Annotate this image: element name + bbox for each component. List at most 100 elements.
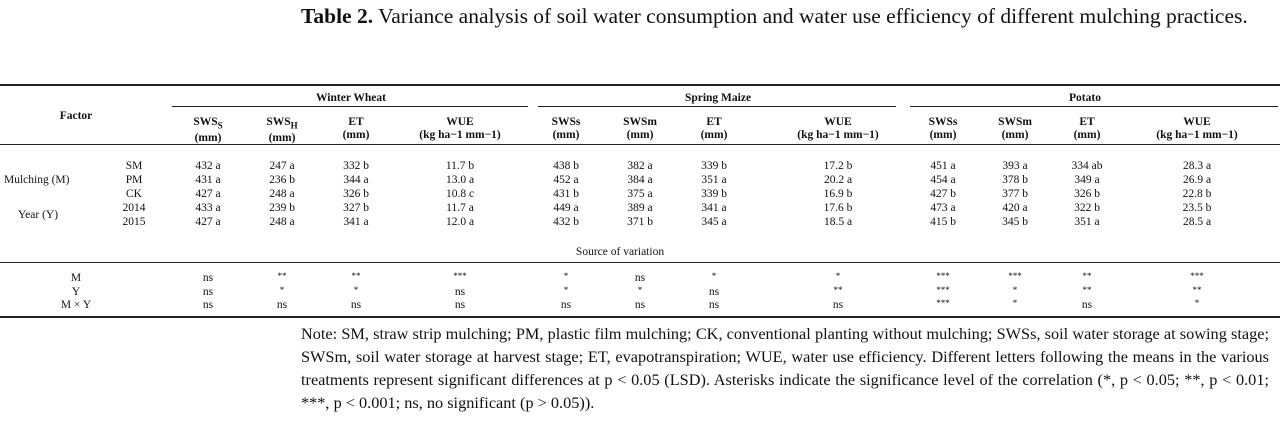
- column-header: WUE (kg ha−1 mm−1): [797, 116, 878, 142]
- significance-cell: **: [277, 271, 287, 281]
- significance-cell: *: [1194, 298, 1200, 308]
- table-cell: 28.5 a: [1182, 216, 1212, 228]
- significance-cell: ns: [634, 272, 646, 284]
- table-top-rule: [0, 84, 1280, 86]
- column-subscript: S: [217, 120, 223, 131]
- table-caption: Table 2. Variance analysis of soil water…: [301, 2, 1269, 31]
- table-cell: 11.7 b: [445, 160, 475, 172]
- group-header: Spring Maize: [684, 92, 752, 104]
- significance-cell: ***: [453, 271, 467, 281]
- table-cell: 431 a: [195, 174, 221, 186]
- table-cell: 239 b: [269, 202, 295, 214]
- column-unit: (mm): [268, 132, 296, 145]
- table-cell: 248 a: [269, 216, 295, 228]
- factor-label-year: Year (Y): [18, 209, 59, 221]
- table-cell: 13.0 a: [445, 174, 475, 186]
- table-cell: 382 a: [627, 160, 653, 172]
- source-top-rule: [0, 262, 1280, 263]
- column-header: SWSs (mm): [929, 116, 958, 142]
- table-cell: 427 a: [195, 216, 221, 228]
- table-cell: 427 a: [195, 188, 221, 200]
- table-cell: 345 a: [701, 216, 727, 228]
- table-cell: 349 a: [1074, 174, 1100, 186]
- significance-cell: ns: [708, 299, 720, 311]
- significance-cell: ns: [832, 299, 844, 311]
- column-name: ET: [1079, 116, 1095, 128]
- table-cell: 18.5 a: [823, 216, 853, 228]
- table-cell: 393 a: [1002, 160, 1028, 172]
- table-cell: 248 a: [269, 188, 295, 200]
- table-cell: 12.0 a: [445, 216, 475, 228]
- column-unit: (kg ha−1 mm−1): [419, 129, 501, 141]
- table-cell: 341 a: [343, 216, 369, 228]
- factor-header: Factor: [59, 110, 93, 122]
- column-unit: (mm): [552, 129, 580, 141]
- table-cell: 247 a: [269, 160, 295, 172]
- table-cell: 420 a: [1002, 202, 1028, 214]
- table-cell: 473 a: [930, 202, 956, 214]
- significance-cell: ns: [708, 286, 720, 298]
- table-cell: 375 a: [627, 188, 653, 200]
- column-name: WUE: [824, 116, 852, 128]
- significance-cell: *: [279, 285, 285, 295]
- column-unit: (mm): [626, 129, 654, 141]
- significance-cell: *: [711, 271, 717, 281]
- column-name: SWSm: [998, 116, 1032, 128]
- column-name: ET: [348, 116, 364, 128]
- significance-cell: ns: [202, 286, 214, 298]
- table-cell: 16.9 b: [823, 188, 853, 200]
- table-cell: 377 b: [1002, 188, 1028, 200]
- significance-cell: *: [1012, 285, 1018, 295]
- column-name: WUE: [446, 116, 474, 128]
- column-header: ET (mm): [1074, 116, 1101, 142]
- table-cell: 449 a: [553, 202, 579, 214]
- group-underline: [910, 106, 1278, 107]
- table-cell: 332 b: [343, 160, 369, 172]
- table-cell: 427 b: [930, 188, 956, 200]
- significance-cell: ns: [454, 286, 466, 298]
- table-cell: 351 a: [1074, 216, 1100, 228]
- column-name: SWSs: [551, 116, 581, 128]
- column-name: SWSs: [928, 116, 958, 128]
- level-label: CK: [126, 188, 142, 200]
- column-unit: (mm): [929, 129, 957, 141]
- level-label: 2015: [122, 216, 146, 228]
- table-cell: 432 b: [553, 216, 579, 228]
- column-unit: (mm): [342, 129, 370, 141]
- column-name: SWS: [266, 116, 291, 128]
- table-bottom-rule: [0, 316, 1280, 318]
- table-cell: 20.2 a: [823, 174, 853, 186]
- table-cell: 389 a: [627, 202, 653, 214]
- significance-cell: ***: [936, 285, 950, 295]
- significance-cell: *: [637, 285, 643, 295]
- table-cell: 322 b: [1074, 202, 1100, 214]
- significance-cell: *: [563, 285, 569, 295]
- table-cell: 451 a: [930, 160, 956, 172]
- significance-cell: *: [353, 285, 359, 295]
- table-cell: 452 a: [553, 174, 579, 186]
- significance-cell: **: [1082, 271, 1092, 281]
- table-cell: 11.7 a: [446, 202, 474, 214]
- source-label: M: [70, 272, 82, 284]
- column-header: WUE (kg ha−1 mm−1): [419, 116, 500, 142]
- group-underline: [538, 106, 896, 107]
- significance-cell: ns: [454, 299, 466, 311]
- significance-cell: ***: [1008, 271, 1022, 281]
- level-label: PM: [125, 174, 143, 186]
- caption-label: Table 2.: [301, 4, 374, 28]
- table-cell: 327 b: [343, 202, 369, 214]
- significance-cell: ns: [350, 299, 362, 311]
- group-header: Winter Wheat: [316, 92, 386, 104]
- significance-cell: **: [833, 285, 843, 295]
- table-cell: 378 b: [1002, 174, 1028, 186]
- table-cell: 415 b: [930, 216, 956, 228]
- column-subscript: H: [290, 120, 298, 131]
- table-cell: 351 a: [701, 174, 727, 186]
- significance-cell: ns: [202, 299, 214, 311]
- column-header: SWSH (mm): [266, 116, 297, 145]
- table-cell: 26.9 a: [1182, 174, 1212, 186]
- table-cell: 454 a: [930, 174, 956, 186]
- column-header: WUE (kg ha−1 mm−1): [1156, 116, 1237, 142]
- source-label: Y: [71, 286, 81, 298]
- source-label: M × Y: [60, 299, 92, 311]
